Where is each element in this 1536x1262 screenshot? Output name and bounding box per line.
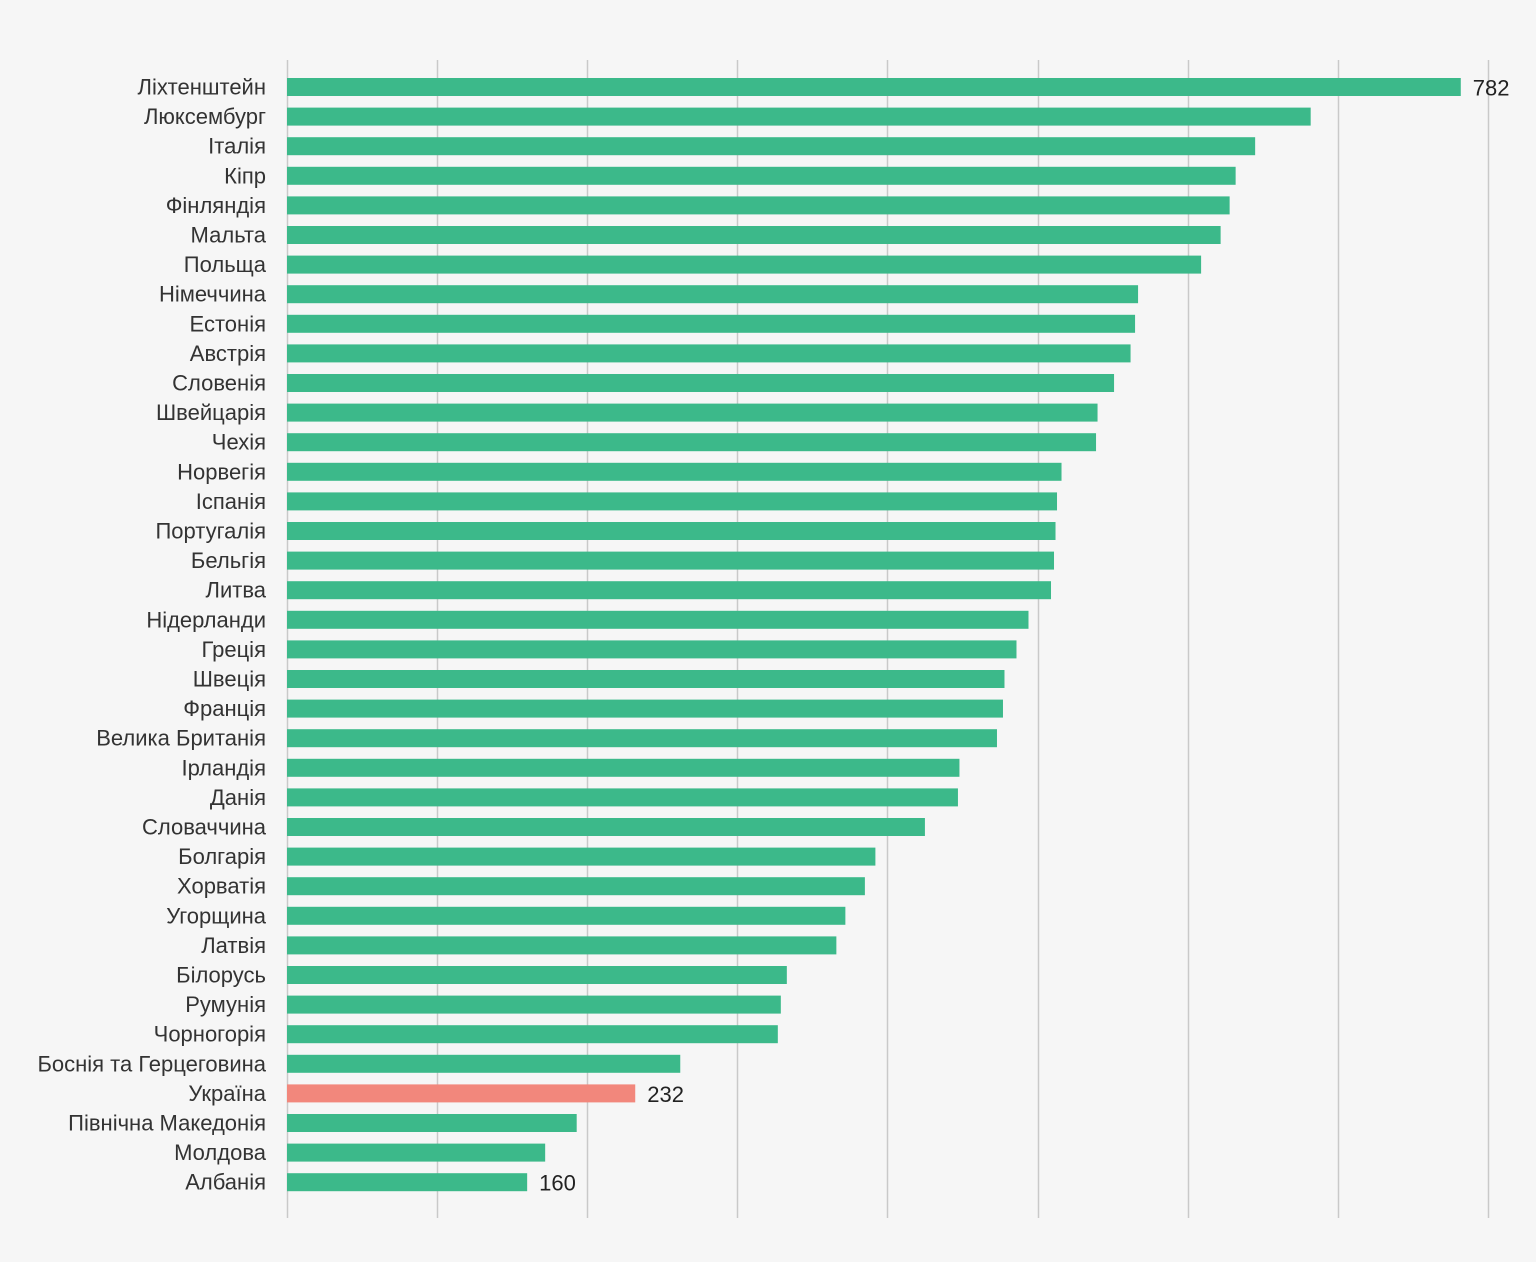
category-label: Нідерланди bbox=[146, 607, 266, 632]
data-label: 160 bbox=[539, 1171, 576, 1196]
category-label: Північна Македонія bbox=[68, 1111, 266, 1136]
category-label: Ірландія bbox=[182, 755, 266, 780]
bar bbox=[287, 1054, 681, 1073]
category-label: Греція bbox=[201, 637, 266, 662]
category-label: Франція bbox=[183, 696, 266, 721]
bar bbox=[287, 640, 1017, 659]
bar bbox=[287, 403, 1098, 422]
bar bbox=[287, 107, 1311, 126]
category-label: Білорусь bbox=[176, 963, 266, 988]
bar bbox=[287, 877, 865, 896]
bar bbox=[287, 551, 1055, 570]
category-label: Латвія bbox=[201, 933, 266, 958]
category-label: Ліхтенштейн bbox=[138, 75, 266, 100]
category-label: Молдова bbox=[174, 1140, 267, 1165]
category-label: Мальта bbox=[191, 223, 267, 248]
category-label: Норвегія bbox=[177, 459, 266, 484]
category-label: Кіпр bbox=[224, 163, 266, 188]
category-label: Люксембург bbox=[144, 104, 266, 129]
bar bbox=[287, 166, 1236, 185]
bar bbox=[287, 729, 997, 748]
category-label: Естонія bbox=[190, 311, 266, 336]
gridlines bbox=[286, 60, 1490, 1218]
bar bbox=[287, 818, 925, 836]
category-label: Чехія bbox=[212, 430, 266, 455]
category-label: Угорщина bbox=[166, 903, 267, 928]
category-label: Чорногорія bbox=[154, 1022, 266, 1047]
category-label: Боснія та Герцеговина bbox=[37, 1051, 266, 1076]
bar bbox=[287, 522, 1056, 540]
bar bbox=[287, 196, 1230, 215]
bar bbox=[287, 995, 781, 1014]
category-label: Швеція bbox=[193, 667, 266, 692]
category-label: Литва bbox=[206, 578, 267, 603]
category-label: Німеччина bbox=[159, 282, 267, 307]
category-label: Україна bbox=[188, 1081, 266, 1106]
category-label: Швейцарія bbox=[156, 400, 266, 425]
bar bbox=[287, 137, 1256, 156]
bar bbox=[287, 255, 1202, 274]
category-label: Іспанія bbox=[196, 489, 266, 514]
category-labels: Ліхтенштейн Люксембург Італія Кіпр Фінляндія… bbox=[37, 75, 266, 1195]
category-label: Австрія bbox=[190, 341, 266, 366]
bar bbox=[287, 1114, 577, 1132]
data-label: 232 bbox=[647, 1082, 684, 1107]
bar bbox=[287, 699, 1003, 718]
category-label: Болгарія bbox=[178, 844, 266, 869]
bar bbox=[287, 670, 1005, 688]
bar bbox=[287, 847, 876, 866]
bar bbox=[287, 78, 1461, 96]
category-label: Польща bbox=[184, 252, 267, 277]
category-label: Італія bbox=[208, 134, 266, 159]
bar bbox=[287, 492, 1058, 511]
bar bbox=[287, 581, 1052, 600]
bar bbox=[287, 1025, 778, 1044]
bar bbox=[287, 314, 1136, 333]
bar bbox=[287, 285, 1139, 304]
category-label: Словаччина bbox=[142, 815, 267, 840]
category-label: Бельгія bbox=[191, 548, 266, 573]
bar bbox=[287, 226, 1221, 244]
category-label: Велика Британія bbox=[96, 726, 266, 751]
bar bbox=[287, 1143, 546, 1162]
bar bbox=[287, 936, 837, 955]
category-label: Фінляндія bbox=[166, 193, 266, 218]
bar bbox=[287, 906, 846, 925]
category-label: Албанія bbox=[185, 1170, 266, 1195]
bar bbox=[287, 433, 1097, 452]
category-label: Румунія bbox=[185, 992, 266, 1017]
data-labels: 782 232 160 bbox=[539, 76, 1509, 1196]
bar bbox=[287, 374, 1115, 392]
bar bbox=[287, 1084, 636, 1103]
bar bbox=[287, 344, 1131, 363]
bar bbox=[287, 1173, 528, 1192]
category-label: Данія bbox=[210, 785, 266, 810]
bar bbox=[287, 966, 787, 984]
category-label: Хорватія bbox=[177, 874, 266, 899]
bars bbox=[287, 78, 1461, 1192]
bar bbox=[287, 788, 958, 807]
bar bbox=[287, 758, 960, 777]
category-label: Португалія bbox=[155, 519, 266, 544]
bar bbox=[287, 610, 1029, 629]
data-label: 782 bbox=[1473, 76, 1510, 101]
category-label: Словенія bbox=[172, 371, 266, 396]
bar bbox=[287, 462, 1062, 481]
